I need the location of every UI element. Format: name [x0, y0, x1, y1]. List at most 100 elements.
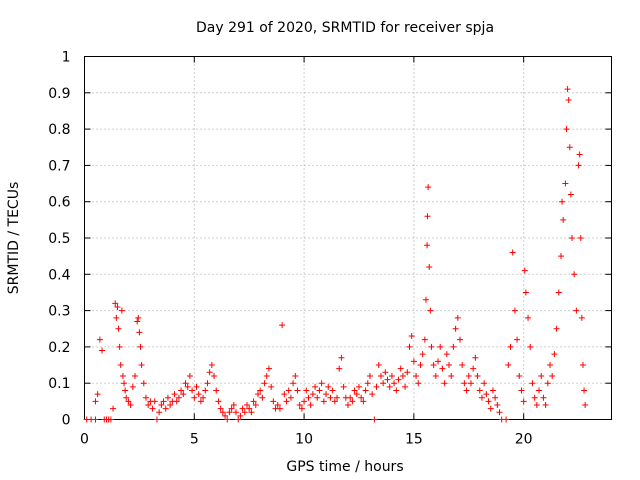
data-point: [470, 365, 477, 372]
data-point: [566, 144, 573, 151]
data-point: [579, 362, 586, 369]
data-point: [164, 394, 171, 401]
data-point: [563, 126, 570, 133]
data-point: [197, 398, 204, 405]
data-point: [525, 314, 532, 321]
data-point: [373, 383, 380, 390]
data-point: [323, 391, 330, 398]
data-point: [404, 369, 411, 376]
data-point: [386, 383, 393, 390]
data-point: [189, 387, 196, 394]
data-point: [509, 249, 516, 256]
data-point: [276, 405, 283, 412]
data-point: [439, 365, 446, 372]
data-point: [140, 380, 147, 387]
data-point: [135, 314, 142, 321]
data-point: [581, 387, 588, 394]
data-point: [338, 354, 345, 361]
data-point: [158, 401, 165, 408]
x-tick-label: 20: [515, 432, 533, 448]
data-point: [239, 405, 246, 412]
data-point: [551, 351, 558, 358]
data-point: [452, 325, 459, 332]
y-tick-label: 0.4: [48, 267, 70, 283]
data-point: [283, 398, 290, 405]
data-point: [151, 398, 158, 405]
data-point: [549, 372, 556, 379]
data-point: [116, 343, 123, 350]
data-point: [186, 372, 193, 379]
data-point: [178, 387, 185, 394]
axis-ticks: 00.10.20.30.40.50.60.70.80.910 5 10 15 20: [48, 50, 612, 448]
data-point: [292, 372, 299, 379]
data-point: [191, 394, 198, 401]
data-point: [193, 383, 200, 390]
data-point: [578, 314, 585, 321]
data-point: [301, 398, 308, 405]
x-tick-label: 10: [295, 432, 313, 448]
data-point: [425, 184, 432, 191]
y-tick-label: 0.8: [48, 122, 70, 138]
data-point: [316, 387, 323, 394]
data-point: [408, 333, 415, 340]
data-point: [489, 387, 496, 394]
grid-lines: [84, 56, 612, 420]
data-point: [235, 416, 242, 423]
data-point: [119, 372, 126, 379]
data-point: [270, 398, 277, 405]
data-point: [448, 372, 455, 379]
data-point: [494, 401, 501, 408]
data-point: [382, 369, 389, 376]
data-point: [173, 398, 180, 405]
data-point: [575, 162, 582, 169]
data-point: [160, 398, 167, 405]
data-point: [518, 387, 525, 394]
data-point: [369, 391, 376, 398]
data-point: [478, 394, 485, 401]
data-point: [377, 372, 384, 379]
data-point: [115, 325, 122, 332]
x-tick-label: 0: [80, 432, 89, 448]
data-point: [399, 372, 406, 379]
data-point: [406, 343, 413, 350]
data-point: [250, 398, 257, 405]
data-point: [331, 398, 338, 405]
data-point: [441, 380, 448, 387]
data-point: [417, 362, 424, 369]
data-point: [421, 336, 428, 343]
data-point: [138, 362, 145, 369]
data-point: [287, 394, 294, 401]
data-point: [437, 343, 444, 350]
data-point: [129, 383, 136, 390]
data-point: [507, 343, 514, 350]
data-point: [274, 401, 281, 408]
data-point: [112, 300, 119, 307]
data-point: [305, 394, 312, 401]
data-point: [99, 347, 106, 354]
y-tick-label: 0: [62, 413, 71, 429]
data-point: [117, 362, 124, 369]
data-point: [503, 416, 510, 423]
y-tick-label: 0.7: [48, 158, 70, 174]
data-point: [145, 401, 152, 408]
data-point: [415, 380, 422, 387]
data-point: [410, 358, 417, 365]
data-point: [200, 394, 207, 401]
data-point: [122, 387, 129, 394]
data-point: [487, 405, 494, 412]
data-point: [237, 412, 244, 419]
data-point: [202, 387, 209, 394]
data-point: [576, 151, 583, 158]
data-point: [427, 307, 434, 314]
data-points: [83, 86, 589, 423]
data-point: [485, 398, 492, 405]
data-point: [375, 362, 382, 369]
data-point: [450, 343, 457, 350]
data-point: [542, 401, 549, 408]
data-point: [309, 391, 316, 398]
data-point: [123, 394, 130, 401]
data-point: [364, 380, 371, 387]
data-point: [318, 380, 325, 387]
data-point: [248, 409, 255, 416]
data-point: [285, 387, 292, 394]
